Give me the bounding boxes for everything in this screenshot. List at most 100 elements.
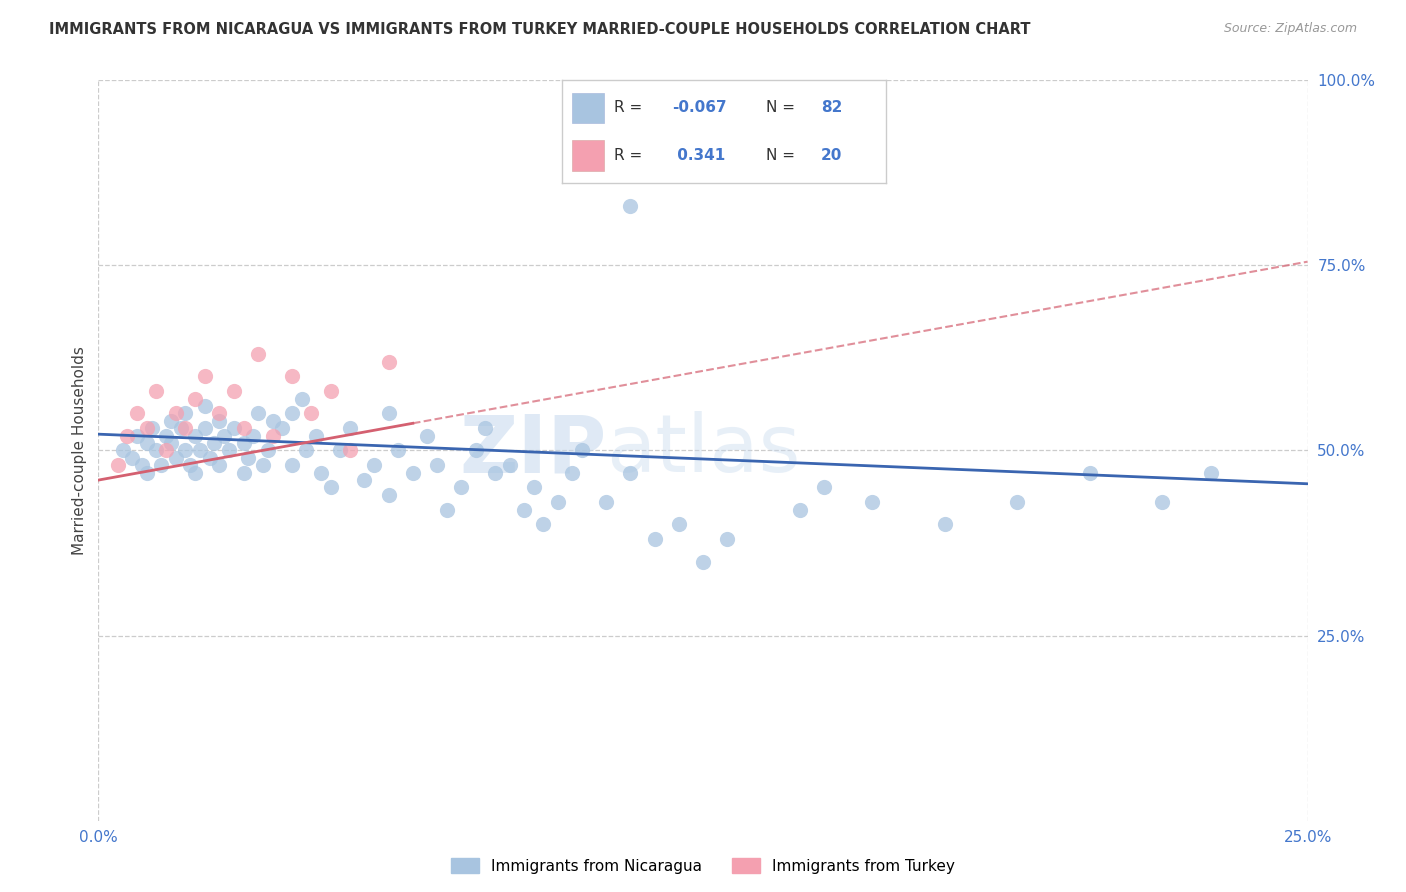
Text: 82: 82 bbox=[821, 101, 842, 115]
Point bbox=[531, 517, 554, 532]
Point bbox=[145, 384, 167, 399]
Point bbox=[595, 495, 617, 509]
Point bbox=[174, 421, 197, 435]
Point bbox=[377, 488, 399, 502]
Point bbox=[329, 443, 352, 458]
Point bbox=[464, 443, 486, 458]
Point bbox=[165, 450, 187, 465]
Point bbox=[262, 428, 284, 442]
Point bbox=[194, 369, 217, 384]
Point bbox=[363, 458, 385, 473]
Point bbox=[218, 443, 240, 458]
Text: Source: ZipAtlas.com: Source: ZipAtlas.com bbox=[1223, 22, 1357, 36]
Point bbox=[131, 458, 153, 473]
Point bbox=[436, 502, 458, 516]
Point bbox=[155, 428, 177, 442]
Text: 20: 20 bbox=[821, 148, 842, 162]
Text: ZIP: ZIP bbox=[458, 411, 606, 490]
Point bbox=[262, 414, 284, 428]
Point bbox=[160, 436, 183, 450]
Point bbox=[141, 421, 163, 435]
Point bbox=[305, 428, 328, 442]
Point bbox=[150, 458, 173, 473]
Point bbox=[155, 443, 177, 458]
Text: R =: R = bbox=[614, 101, 647, 115]
Point bbox=[1078, 466, 1101, 480]
Point bbox=[222, 421, 245, 435]
Point bbox=[474, 421, 496, 435]
Point bbox=[668, 517, 690, 532]
Point bbox=[194, 421, 217, 435]
Y-axis label: Married-couple Households: Married-couple Households bbox=[72, 346, 87, 555]
Point bbox=[1007, 495, 1029, 509]
Point bbox=[247, 407, 270, 421]
Point bbox=[377, 354, 399, 368]
Point bbox=[571, 443, 593, 458]
Point bbox=[281, 458, 304, 473]
Point bbox=[247, 347, 270, 361]
Point bbox=[117, 428, 139, 442]
Point bbox=[252, 458, 274, 473]
Point bbox=[339, 443, 361, 458]
Bar bbox=[572, 93, 605, 123]
Legend: Immigrants from Nicaragua, Immigrants from Turkey: Immigrants from Nicaragua, Immigrants fr… bbox=[444, 852, 962, 880]
Point bbox=[232, 421, 254, 435]
Point bbox=[619, 199, 641, 213]
Text: R =: R = bbox=[614, 148, 647, 162]
Point bbox=[353, 473, 375, 487]
Point bbox=[160, 414, 183, 428]
Point bbox=[498, 458, 520, 473]
Point bbox=[402, 466, 425, 480]
Point bbox=[789, 502, 811, 516]
Point bbox=[281, 369, 304, 384]
Point bbox=[198, 450, 221, 465]
Point bbox=[339, 421, 361, 435]
Point bbox=[208, 407, 231, 421]
Point bbox=[188, 443, 211, 458]
Point bbox=[377, 407, 399, 421]
Point bbox=[135, 466, 157, 480]
Point bbox=[692, 555, 714, 569]
Point bbox=[513, 502, 536, 516]
Point bbox=[135, 436, 157, 450]
Point bbox=[184, 392, 207, 406]
Text: atlas: atlas bbox=[606, 411, 800, 490]
Point bbox=[450, 480, 472, 494]
Point bbox=[238, 450, 260, 465]
Point bbox=[107, 458, 129, 473]
Point bbox=[523, 480, 546, 494]
Point bbox=[165, 407, 187, 421]
Point bbox=[619, 466, 641, 480]
Point bbox=[256, 443, 278, 458]
Point bbox=[426, 458, 449, 473]
Point bbox=[169, 421, 191, 435]
Point bbox=[184, 466, 207, 480]
Point bbox=[290, 392, 312, 406]
Point bbox=[127, 428, 149, 442]
Point bbox=[387, 443, 409, 458]
Point bbox=[194, 399, 217, 413]
Point bbox=[299, 407, 322, 421]
Point bbox=[135, 421, 157, 435]
Point bbox=[644, 533, 666, 547]
Point bbox=[127, 407, 149, 421]
Point bbox=[319, 480, 342, 494]
Point bbox=[208, 458, 231, 473]
Point bbox=[204, 436, 226, 450]
Point bbox=[561, 466, 583, 480]
Text: 0.341: 0.341 bbox=[672, 148, 725, 162]
Point bbox=[934, 517, 956, 532]
Point bbox=[416, 428, 439, 442]
Point bbox=[309, 466, 332, 480]
Point bbox=[1199, 466, 1222, 480]
Bar bbox=[572, 140, 605, 170]
Point bbox=[242, 428, 264, 442]
Point bbox=[295, 443, 318, 458]
Point bbox=[281, 407, 304, 421]
Point bbox=[232, 466, 254, 480]
Point bbox=[174, 443, 197, 458]
Point bbox=[860, 495, 883, 509]
Point bbox=[813, 480, 835, 494]
Point bbox=[222, 384, 245, 399]
Point bbox=[232, 436, 254, 450]
